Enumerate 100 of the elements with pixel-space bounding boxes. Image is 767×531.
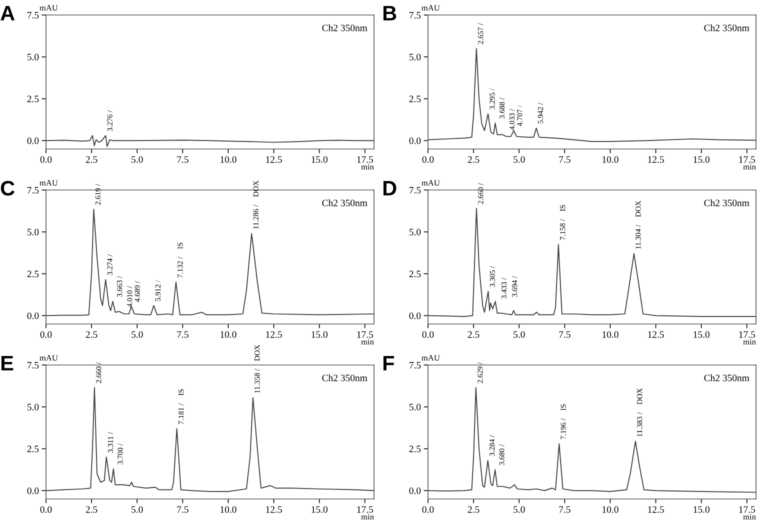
x-tick-label: 2.5: [86, 331, 98, 338]
chart-title: C: [0, 180, 15, 196]
x-tick-label: 10.0: [602, 506, 618, 513]
y-tick-label: 0.0: [27, 138, 39, 144]
y-tick-label: 5.0: [409, 228, 421, 236]
x-tick-label: 0.0: [40, 331, 52, 338]
y-tick-label: 5.0: [27, 228, 39, 236]
x-tick-label: 7.5: [559, 331, 570, 338]
y-axis-title: mAU: [40, 180, 58, 186]
annotation: Ch2 350nm: [322, 24, 368, 32]
x-tick-label: 2.5: [468, 331, 480, 338]
y-axis-title: mAU: [422, 180, 440, 186]
y-tick-label: 2.5: [27, 270, 39, 278]
annotation: Ch2 350nm: [704, 199, 750, 206]
annotation: Ch2 350nm: [704, 374, 750, 382]
x-tick-label: 7.5: [177, 331, 188, 338]
x-axis-title: min: [361, 339, 374, 345]
x-tick-label: 12.5: [648, 506, 664, 513]
line-series: [428, 48, 756, 142]
y-tick-label: 5.0: [409, 54, 421, 60]
x-tick-label: 12.5: [648, 331, 664, 338]
chart-title: A: [0, 6, 15, 20]
x-tick-label: 5.0: [132, 506, 143, 513]
x-tick-label: 10.0: [220, 506, 236, 513]
y-axis-title: mAU: [40, 355, 58, 361]
y-tick-label: 7.5: [410, 362, 421, 369]
x-tick-label: 10.0: [602, 331, 618, 338]
chart-title: F: [383, 356, 394, 370]
y-tick-label: 5.0: [27, 54, 39, 60]
y-tick-label: 5.0: [27, 404, 39, 410]
y-axis-title: mAU: [422, 355, 440, 361]
y-tick-label: 5.0: [409, 404, 421, 410]
y-tick-label: 7.5: [410, 12, 421, 19]
x-tick-label: 2.5: [468, 506, 480, 513]
x-tick-label: 12.5: [648, 156, 664, 163]
x-tick-label: 5.0: [514, 331, 525, 338]
annotation: Ch2 350nm: [704, 24, 750, 32]
x-axis-title: min: [361, 514, 374, 520]
y-tick-label: 2.5: [27, 446, 39, 452]
annotation: Ch2 350nm: [322, 199, 368, 206]
y-tick-label: 2.5: [27, 96, 39, 102]
x-tick-label: 15.0: [312, 331, 328, 338]
x-axis-title: min: [743, 339, 756, 345]
annotation: Ch2 350nm: [322, 374, 368, 382]
chart-title: E: [1, 356, 14, 370]
x-tick-label: 17.5: [357, 156, 374, 163]
y-tick-label: 2.5: [409, 96, 421, 102]
x-tick-label: 10.0: [602, 156, 618, 163]
y-tick-label: 7.5: [28, 187, 39, 194]
x-tick-label: 2.5: [86, 156, 98, 163]
x-tick-label: 15.0: [694, 506, 710, 513]
x-tick-label: 17.5: [739, 331, 756, 338]
chart-title: B: [383, 6, 396, 20]
line-series: [428, 387, 756, 493]
x-tick-label: 12.5: [266, 156, 282, 163]
x-tick-label: 15.0: [312, 506, 328, 513]
x-tick-label: 5.0: [514, 156, 525, 163]
x-tick-label: 0.0: [422, 506, 434, 513]
x-tick-label: 17.5: [739, 156, 756, 163]
x-tick-label: 17.5: [739, 506, 756, 513]
x-tick-label: 0.0: [40, 156, 52, 163]
x-tick-label: 7.5: [559, 506, 570, 513]
x-tick-label: 0.0: [422, 331, 434, 338]
y-tick-label: 0.0: [409, 488, 421, 494]
y-tick-label: 2.5: [409, 270, 421, 278]
y-tick-label: 0.0: [27, 312, 39, 320]
x-tick-label: 10.0: [220, 331, 236, 338]
y-tick-label: 0.0: [27, 488, 39, 494]
y-tick-label: 0.0: [409, 312, 421, 320]
x-tick-label: 15.0: [694, 156, 710, 163]
x-tick-label: 15.0: [312, 156, 328, 163]
y-axis-title: mAU: [40, 5, 58, 11]
chart-title: D: [383, 181, 396, 196]
x-tick-label: 0.0: [422, 156, 434, 163]
x-tick-label: 5.0: [514, 506, 525, 513]
x-tick-label: 12.5: [266, 331, 282, 338]
x-tick-label: 7.5: [559, 156, 570, 163]
x-tick-label: 15.0: [694, 331, 710, 338]
line-series: [46, 135, 374, 147]
y-axis-title: mAU: [422, 5, 440, 11]
y-tick-label: 7.5: [28, 12, 39, 19]
y-tick-label: 7.5: [410, 187, 421, 194]
x-tick-label: 2.5: [468, 156, 480, 163]
x-tick-label: 5.0: [132, 156, 143, 163]
x-axis-title: min: [743, 164, 756, 170]
x-tick-label: 12.5: [266, 506, 282, 513]
x-axis-title: min: [361, 164, 374, 170]
x-tick-label: 2.5: [86, 506, 98, 513]
x-tick-label: 7.5: [177, 506, 188, 513]
x-tick-label: 17.5: [357, 331, 374, 338]
x-tick-label: 17.5: [357, 506, 374, 513]
y-tick-label: 7.5: [28, 362, 39, 369]
y-tick-label: 0.0: [409, 138, 421, 144]
x-axis-title: min: [743, 514, 756, 520]
y-tick-label: 2.5: [409, 446, 421, 452]
x-tick-label: 7.5: [177, 156, 188, 163]
x-tick-label: 10.0: [220, 156, 236, 163]
x-tick-label: 5.0: [132, 331, 143, 338]
line-series: [46, 208, 374, 316]
x-tick-label: 0.0: [40, 506, 52, 513]
